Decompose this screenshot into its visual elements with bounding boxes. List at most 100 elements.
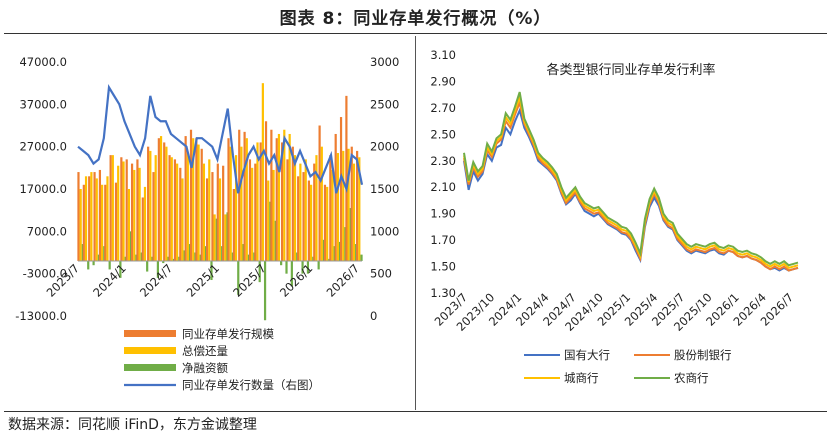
bar-issue — [281, 142, 284, 261]
bar-repay — [304, 159, 307, 261]
bar-repay — [165, 146, 168, 261]
bar-repay — [299, 163, 302, 261]
bar-repay — [229, 146, 232, 261]
bar-issue — [189, 129, 193, 261]
bar-issue — [93, 172, 96, 261]
bar-repay — [149, 150, 152, 261]
figure-frame — [4, 33, 827, 412]
bar-repay — [315, 155, 318, 261]
y-right-tick-label: 2000 — [370, 140, 399, 154]
bar-repay — [117, 165, 120, 261]
bar-repay — [256, 142, 259, 261]
y-right-tick-label: 2500 — [370, 97, 399, 111]
bar-issue — [88, 176, 91, 261]
bar-net — [119, 260, 122, 278]
bar-issue — [339, 117, 343, 261]
bar-issue — [291, 146, 294, 261]
bar-repay — [154, 155, 157, 261]
bar-repay — [79, 189, 82, 261]
bar-repay — [331, 169, 334, 261]
bar-issue — [98, 169, 102, 261]
y-tick-label: 2.10 — [430, 180, 456, 194]
y-tick-label: 2.90 — [430, 74, 456, 88]
line-state-banks — [463, 107, 799, 272]
bar-issue — [329, 155, 332, 261]
bar-issue — [264, 121, 268, 261]
line-rural-banks — [463, 91, 799, 267]
bar-repay — [170, 157, 173, 261]
bar-repay — [309, 184, 313, 261]
bar-repay — [133, 169, 136, 261]
bar-repay — [101, 184, 104, 261]
legend-swatch — [124, 330, 176, 337]
bar-net — [290, 260, 293, 287]
bar-repay — [192, 138, 195, 261]
y-right-tick-label: 3000 — [370, 55, 399, 69]
bar-issue — [216, 163, 219, 261]
right-chart-rates: 各类型银行同业存单发行利率 3.10 2.90 2.70 2.50 2.30 2.10 1.9… — [430, 48, 799, 385]
bar-repay — [213, 214, 216, 261]
bar-repay — [342, 150, 345, 261]
bar-net — [306, 260, 310, 274]
x-tick-label: 2025/7 — [230, 261, 269, 300]
bar-issue — [125, 159, 128, 261]
bar-repay — [293, 155, 297, 261]
bar-issue — [243, 131, 246, 261]
bar-issue — [184, 136, 187, 261]
bar-repay — [95, 178, 98, 261]
bar-issue — [109, 155, 112, 261]
bar-net — [263, 260, 267, 321]
bar-repay — [288, 133, 291, 261]
y-right-tick-label: 1500 — [370, 182, 399, 196]
bar-net — [146, 260, 149, 272]
y-tick-label: 1.50 — [430, 260, 456, 274]
y-tick-label: 1.90 — [430, 207, 456, 221]
bar-net — [285, 260, 288, 274]
bar-net — [237, 260, 240, 295]
bar-repay — [267, 180, 270, 261]
line-issue-count — [77, 84, 364, 194]
bar-repay — [127, 189, 131, 261]
bar-issue — [114, 182, 118, 261]
bar-repay — [234, 155, 238, 261]
y-right-tick-label: 500 — [370, 267, 392, 281]
bar-issue — [130, 163, 134, 261]
bar-issue — [168, 155, 171, 261]
legend-label: 城商行 — [564, 371, 599, 385]
bar-net — [87, 260, 90, 270]
legend-label: 股份制银行 — [674, 348, 732, 362]
bar-repay — [202, 163, 206, 261]
bar-repay — [138, 167, 141, 261]
bar-repay — [159, 136, 163, 261]
bar-net — [92, 260, 95, 266]
bar-repay — [240, 146, 243, 261]
line-joint-stock-banks — [463, 99, 799, 272]
bar-repay — [245, 138, 248, 261]
bar-issue — [152, 172, 155, 261]
bar-issue — [104, 184, 107, 261]
y-right-tick-label: 1000 — [370, 224, 399, 238]
bar-net — [317, 260, 320, 270]
bar-issue — [157, 138, 160, 261]
legend-label: 净融资额 — [182, 361, 228, 375]
y-tick-label: 3.10 — [430, 48, 456, 62]
right-chart-title: 各类型银行同业存单发行利率 — [546, 62, 715, 78]
y-right-tick-label: 0 — [370, 309, 377, 323]
bar-repay — [186, 153, 189, 261]
bar-repay — [358, 157, 361, 261]
bar-repay — [251, 167, 254, 261]
y-tick-label: 1.30 — [430, 286, 456, 300]
legend-label: 农商行 — [674, 371, 709, 385]
bar-repay — [181, 178, 184, 261]
bar-issue — [232, 189, 235, 261]
left-chart-issuance: 47000.0 37000.0 27000.0 17000.0 7000.0 -3000.… — [15, 55, 399, 392]
bar-net — [156, 260, 159, 278]
bar-issue — [297, 176, 300, 261]
bar-repay — [197, 144, 200, 261]
legend-label: 国有大行 — [564, 348, 610, 362]
bar-repay — [208, 159, 211, 261]
y-left-tick-label: 27000.0 — [19, 140, 67, 154]
bar-net — [301, 260, 304, 274]
bar-issue — [345, 95, 348, 261]
bar-repay — [283, 129, 286, 261]
